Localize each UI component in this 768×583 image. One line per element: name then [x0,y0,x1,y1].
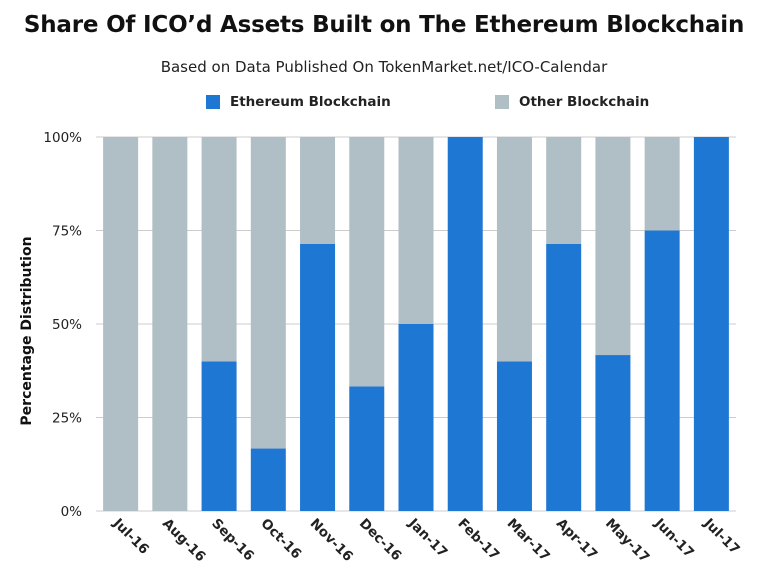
x-tick-label: Jun-17 [651,515,697,561]
x-tick-label: Jul-16 [109,515,152,558]
y-tick-label: 50% [52,317,82,333]
y-tick-label: 25% [52,411,82,427]
bar-ethereum [349,386,385,511]
bar-other [300,137,336,244]
bar-other [250,137,286,449]
bar-ethereum [644,230,680,511]
legend-item-other: Other Blockchain [495,94,649,110]
legend-item-ethereum: Ethereum Blockchain [206,94,391,110]
legend-label-ethereum: Ethereum Blockchain [230,94,391,110]
x-tick-label: Feb-17 [454,516,502,564]
x-tick-label: Dec-16 [356,516,405,565]
bar-other [152,137,188,511]
y-tick-label: 0% [61,504,83,520]
x-tick-label: Nov-16 [307,516,356,565]
bar-other [546,137,582,244]
bar-other [644,137,680,231]
x-tick-label: Aug-16 [159,516,209,566]
bar-other [201,137,237,362]
bar-other [349,137,385,387]
legend: Ethereum Blockchain Other Blockchain [0,94,768,114]
x-tick-label: Apr-17 [553,516,600,563]
bar-ethereum [447,137,483,511]
bar-other [398,137,434,324]
bar-ethereum [201,361,237,511]
y-tick-label: 100% [43,130,82,146]
bar-ethereum [546,243,582,512]
bar-other [595,137,631,356]
bar-ethereum [250,448,286,511]
x-tick-label: Oct-16 [257,516,304,563]
bar-ethereum [693,137,729,511]
legend-label-other: Other Blockchain [519,94,650,110]
bar-other [103,137,139,511]
x-tick-label: Mar-17 [504,516,553,565]
chart-title: Share Of ICO’d Assets Built on The Ether… [23,12,745,38]
x-tick-label: Sep-16 [208,516,257,565]
x-tick-label: Jul-17 [700,515,743,558]
legend-swatch-ethereum [206,95,220,109]
x-tick-label: Jan-17 [404,515,450,561]
bar-ethereum [300,243,336,512]
bar-ethereum [595,355,631,511]
chart-subtitle: Based on Data Published On TokenMarket.n… [160,58,608,76]
bar-ethereum [398,324,434,511]
y-tick-label: 75% [52,224,82,240]
legend-swatch-other [495,95,509,109]
bar-other [496,137,532,362]
x-tick-label: May-17 [602,516,652,566]
bar-ethereum [496,361,532,511]
